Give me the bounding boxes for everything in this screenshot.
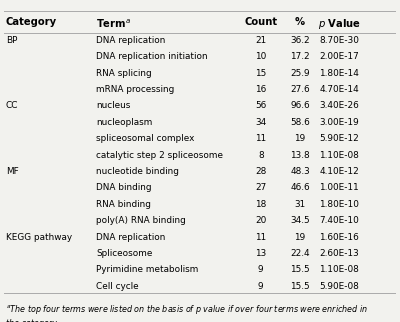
Text: 27: 27 — [255, 184, 266, 193]
Text: 28: 28 — [255, 167, 266, 176]
Text: 19: 19 — [294, 134, 306, 143]
Text: 1.60E-16: 1.60E-16 — [319, 232, 359, 242]
Text: 34.5: 34.5 — [290, 216, 310, 225]
Text: Count: Count — [244, 17, 277, 27]
Text: Term$^a$: Term$^a$ — [96, 17, 131, 30]
Text: $p$ Value: $p$ Value — [318, 17, 361, 32]
Text: 4.10E-12: 4.10E-12 — [319, 167, 359, 176]
Text: 20: 20 — [255, 216, 266, 225]
Text: 15.5: 15.5 — [290, 265, 310, 274]
Text: 1.80E-14: 1.80E-14 — [319, 69, 359, 78]
Text: $^a$The top four terms were listed on the basis of p value if over four terms we: $^a$The top four terms were listed on th… — [6, 303, 368, 322]
Text: spliceosomal complex: spliceosomal complex — [96, 134, 194, 143]
Text: nucleus: nucleus — [96, 101, 130, 110]
Text: 15: 15 — [255, 69, 266, 78]
Text: RNA splicing: RNA splicing — [96, 69, 152, 78]
Text: 9: 9 — [258, 265, 264, 274]
Text: 8: 8 — [258, 151, 264, 160]
Text: KEGG pathway: KEGG pathway — [6, 232, 72, 242]
Text: 34: 34 — [255, 118, 266, 127]
Text: 58.6: 58.6 — [290, 118, 310, 127]
Text: 4.70E-14: 4.70E-14 — [319, 85, 359, 94]
Text: 56: 56 — [255, 101, 266, 110]
Text: 31: 31 — [294, 200, 306, 209]
Text: nucleotide binding: nucleotide binding — [96, 167, 179, 176]
Text: 1.10E-08: 1.10E-08 — [319, 265, 359, 274]
Text: %: % — [295, 17, 305, 27]
Text: DNA replication initiation: DNA replication initiation — [96, 52, 208, 61]
Text: DNA replication: DNA replication — [96, 36, 166, 45]
Text: 3.40E-26: 3.40E-26 — [319, 101, 359, 110]
Text: nucleoplasm: nucleoplasm — [96, 118, 152, 127]
Text: CC: CC — [6, 101, 18, 110]
Text: 9: 9 — [258, 282, 264, 291]
Text: RNA binding: RNA binding — [96, 200, 151, 209]
Text: catalytic step 2 spliceosome: catalytic step 2 spliceosome — [96, 151, 223, 160]
Text: 22.4: 22.4 — [290, 249, 310, 258]
Text: 27.6: 27.6 — [290, 85, 310, 94]
Text: Pyrimidine metabolism: Pyrimidine metabolism — [96, 265, 198, 274]
Text: 2.00E-17: 2.00E-17 — [319, 52, 359, 61]
Text: 25.9: 25.9 — [290, 69, 310, 78]
Text: 17.2: 17.2 — [290, 52, 310, 61]
Text: 5.90E-08: 5.90E-08 — [319, 282, 359, 291]
Text: 13.8: 13.8 — [290, 151, 310, 160]
Text: 11: 11 — [255, 232, 266, 242]
Text: 46.6: 46.6 — [290, 184, 310, 193]
Text: BP: BP — [6, 36, 17, 45]
Text: 96.6: 96.6 — [290, 101, 310, 110]
Text: 19: 19 — [294, 232, 306, 242]
Text: MF: MF — [6, 167, 19, 176]
Text: poly(A) RNA binding: poly(A) RNA binding — [96, 216, 186, 225]
Text: Spliceosome: Spliceosome — [96, 249, 152, 258]
Text: 2.60E-13: 2.60E-13 — [319, 249, 359, 258]
Text: 1.10E-08: 1.10E-08 — [319, 151, 359, 160]
Text: 21: 21 — [255, 36, 266, 45]
Text: 11: 11 — [255, 134, 266, 143]
Text: 5.90E-12: 5.90E-12 — [319, 134, 359, 143]
Text: 13: 13 — [255, 249, 266, 258]
Text: 1.00E-11: 1.00E-11 — [319, 184, 359, 193]
Text: Cell cycle: Cell cycle — [96, 282, 139, 291]
Text: mRNA processing: mRNA processing — [96, 85, 174, 94]
Text: 18: 18 — [255, 200, 266, 209]
Text: 16: 16 — [255, 85, 266, 94]
Text: 15.5: 15.5 — [290, 282, 310, 291]
Text: 1.80E-10: 1.80E-10 — [319, 200, 359, 209]
Text: 7.40E-10: 7.40E-10 — [319, 216, 359, 225]
Text: Category: Category — [6, 17, 57, 27]
Text: 48.3: 48.3 — [290, 167, 310, 176]
Text: 10: 10 — [255, 52, 266, 61]
Text: 3.00E-19: 3.00E-19 — [319, 118, 359, 127]
Text: 36.2: 36.2 — [290, 36, 310, 45]
Text: DNA binding: DNA binding — [96, 184, 152, 193]
Text: DNA replication: DNA replication — [96, 232, 166, 242]
Text: 8.70E-30: 8.70E-30 — [319, 36, 359, 45]
